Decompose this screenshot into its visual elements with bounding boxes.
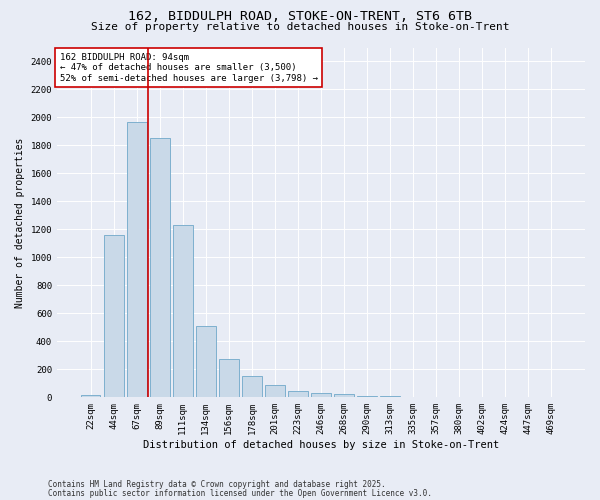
Bar [242,376,262,398]
Bar [380,396,400,398]
Bar [288,391,308,398]
Bar [173,225,193,398]
Bar [104,235,124,398]
Bar [219,359,239,398]
Text: Size of property relative to detached houses in Stoke-on-Trent: Size of property relative to detached ho… [91,22,509,32]
Bar [357,396,377,398]
Bar [403,396,423,398]
Bar [127,122,146,398]
Bar [311,394,331,398]
Bar [150,138,170,398]
Text: 162 BIDDULPH ROAD: 94sqm
← 47% of detached houses are smaller (3,500)
52% of sem: 162 BIDDULPH ROAD: 94sqm ← 47% of detach… [59,52,317,82]
Y-axis label: Number of detached properties: Number of detached properties [15,137,25,308]
Bar [265,386,284,398]
Text: Contains HM Land Registry data © Crown copyright and database right 2025.: Contains HM Land Registry data © Crown c… [48,480,386,489]
Bar [81,394,100,398]
Text: Contains public sector information licensed under the Open Government Licence v3: Contains public sector information licen… [48,488,432,498]
X-axis label: Distribution of detached houses by size in Stoke-on-Trent: Distribution of detached houses by size … [143,440,499,450]
Bar [334,394,354,398]
Bar [196,326,215,398]
Text: 162, BIDDULPH ROAD, STOKE-ON-TRENT, ST6 6TB: 162, BIDDULPH ROAD, STOKE-ON-TRENT, ST6 … [128,10,472,23]
